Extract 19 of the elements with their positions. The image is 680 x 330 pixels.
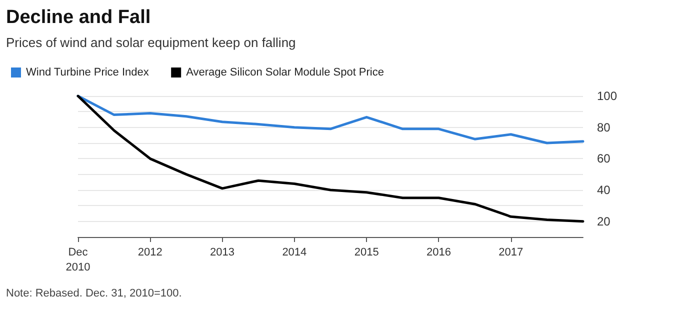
x-tick-label: 2012 <box>138 246 162 258</box>
x-tick-label: 2015 <box>354 246 379 258</box>
chart-subtitle: Prices of wind and solar equipment keep on falling <box>6 35 296 50</box>
y-tick-label: 100 <box>597 89 618 103</box>
line-series <box>76 94 584 144</box>
legend-label: Average Silicon Solar Module Spot Price <box>186 66 384 78</box>
x-tick-label: 2016 <box>426 246 451 258</box>
y-tick-label: 80 <box>597 120 611 134</box>
x-tick-label: 2014 <box>282 246 307 258</box>
text: Note: Rebased. Dec. 31, 2010=100. <box>6 288 182 300</box>
y-tick-label: 20 <box>597 214 611 228</box>
y-tick-label: 60 <box>597 152 611 166</box>
line-series <box>76 94 584 223</box>
x-tick-label: 2013 <box>210 246 235 258</box>
chart-title: Decline and Fall <box>6 7 151 28</box>
y-tick-label: 40 <box>597 183 611 197</box>
x-tick-label: Dec 2010 <box>66 246 90 274</box>
legend-label: Wind Turbine Price Index <box>26 66 150 78</box>
x-tick-label: 2017 <box>498 246 524 258</box>
